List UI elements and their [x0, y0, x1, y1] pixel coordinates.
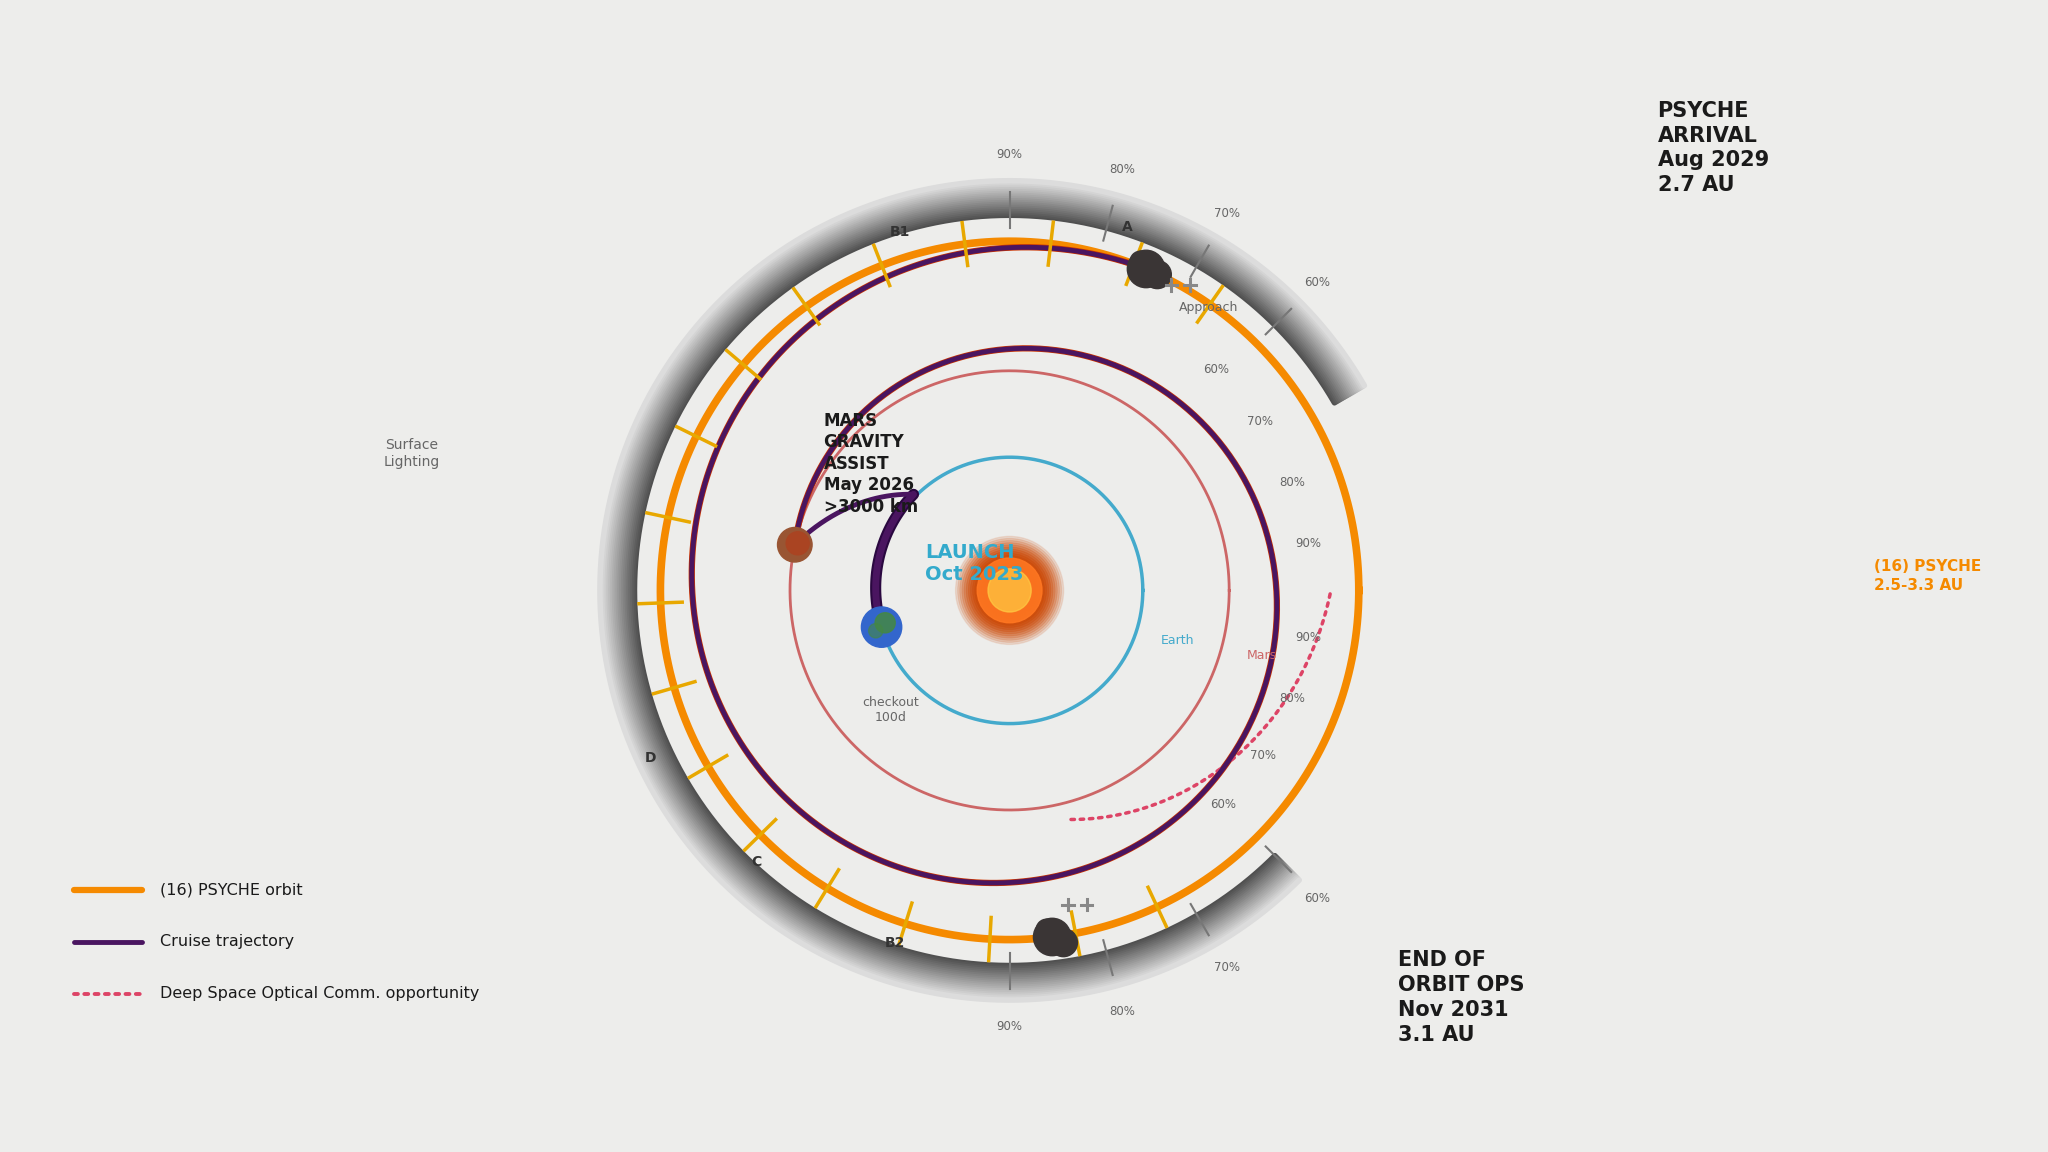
Circle shape — [987, 568, 1032, 613]
Text: (16) PSYCHE
2.5-3.3 AU: (16) PSYCHE 2.5-3.3 AU — [1874, 559, 1980, 593]
Text: D: D — [645, 751, 657, 765]
Circle shape — [995, 577, 1024, 604]
Text: B2: B2 — [885, 937, 905, 950]
Text: B1: B1 — [891, 226, 909, 240]
Circle shape — [1006, 585, 1014, 596]
Text: Approach: Approach — [1178, 302, 1237, 314]
Text: 90%: 90% — [997, 1020, 1022, 1032]
Text: END OF
ORBIT OPS
Nov 2031
3.1 AU: END OF ORBIT OPS Nov 2031 3.1 AU — [1399, 950, 1526, 1045]
Text: LAUNCH
Oct 2023: LAUNCH Oct 2023 — [926, 543, 1024, 584]
Circle shape — [963, 543, 1057, 638]
Circle shape — [991, 573, 1028, 608]
Circle shape — [987, 569, 1032, 612]
Circle shape — [967, 547, 1053, 634]
Circle shape — [979, 560, 1040, 621]
Text: 60%: 60% — [1202, 363, 1229, 376]
Circle shape — [999, 581, 1018, 600]
Text: PSYCHE
ARRIVAL
Aug 2029
2.7 AU: PSYCHE ARRIVAL Aug 2029 2.7 AU — [1657, 101, 1769, 195]
Text: A: A — [1122, 220, 1133, 235]
Text: 80%: 80% — [1280, 476, 1305, 488]
Circle shape — [961, 540, 1059, 641]
Circle shape — [958, 538, 1061, 643]
Circle shape — [993, 575, 1026, 606]
Text: 80%: 80% — [1110, 164, 1135, 176]
Text: Cruise trajectory: Cruise trajectory — [160, 934, 295, 949]
Text: 90%: 90% — [1294, 631, 1321, 644]
Text: (16) PSYCHE orbit: (16) PSYCHE orbit — [160, 882, 303, 897]
Circle shape — [1008, 588, 1012, 593]
Text: 90%: 90% — [997, 149, 1022, 161]
Circle shape — [1126, 250, 1165, 288]
Circle shape — [956, 537, 1063, 644]
Text: checkout
100d: checkout 100d — [862, 696, 920, 723]
Text: 70%: 70% — [1247, 415, 1274, 427]
Circle shape — [1034, 918, 1071, 956]
Circle shape — [975, 555, 1044, 626]
Circle shape — [977, 558, 1042, 623]
Text: C: C — [752, 855, 762, 869]
Circle shape — [786, 532, 809, 555]
Text: 60%: 60% — [1305, 275, 1331, 289]
Circle shape — [862, 607, 901, 647]
Circle shape — [971, 552, 1049, 629]
Text: MARS
GRAVITY
ASSIST
May 2026
>3000 km: MARS GRAVITY ASSIST May 2026 >3000 km — [823, 412, 918, 516]
Text: 80%: 80% — [1280, 692, 1305, 705]
Circle shape — [997, 579, 1022, 601]
Text: 60%: 60% — [1305, 892, 1331, 905]
Circle shape — [778, 528, 813, 562]
Text: 80%: 80% — [1110, 1005, 1135, 1017]
Text: 90%: 90% — [1294, 537, 1321, 550]
Text: Surface
Lighting: Surface Lighting — [383, 438, 440, 469]
Text: Deep Space Optical Comm. opportunity: Deep Space Optical Comm. opportunity — [160, 986, 479, 1001]
Circle shape — [973, 553, 1047, 628]
Circle shape — [977, 558, 1042, 623]
Circle shape — [1049, 929, 1077, 956]
Circle shape — [965, 545, 1055, 636]
Circle shape — [983, 564, 1036, 616]
Circle shape — [1143, 260, 1171, 289]
Text: 70%: 70% — [1214, 961, 1241, 975]
Circle shape — [981, 562, 1038, 619]
Circle shape — [1130, 251, 1151, 272]
Text: 70%: 70% — [1249, 749, 1276, 761]
Circle shape — [989, 570, 1030, 611]
Text: 70%: 70% — [1214, 206, 1241, 220]
Circle shape — [874, 613, 895, 632]
Circle shape — [1036, 919, 1057, 940]
Circle shape — [985, 567, 1034, 614]
Text: Mars: Mars — [1247, 649, 1278, 661]
Circle shape — [868, 623, 883, 638]
Text: 60%: 60% — [1210, 797, 1237, 811]
Circle shape — [1001, 583, 1016, 598]
Circle shape — [969, 550, 1051, 631]
Text: Earth: Earth — [1161, 635, 1194, 647]
